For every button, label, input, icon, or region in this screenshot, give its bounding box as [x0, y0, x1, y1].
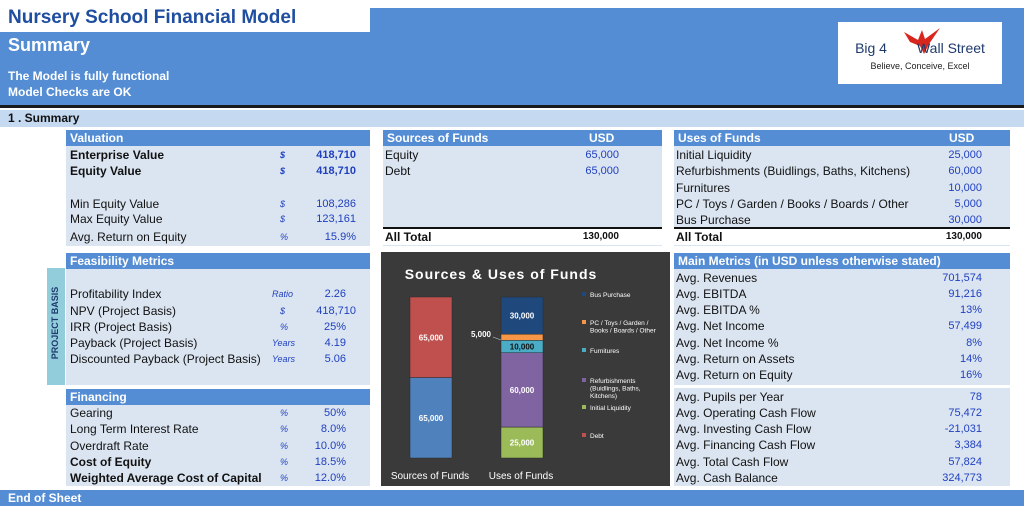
eagle-icon — [904, 28, 940, 54]
table-row: Profitability Index Ratio 2.26 — [70, 287, 346, 301]
bar-segment — [500, 352, 544, 428]
table-row: Avg. Cash Balance 324,773 — [676, 471, 982, 485]
legend-swatch — [582, 348, 586, 352]
section-title: 1 . Summary — [8, 111, 80, 125]
uses-panel: Uses of Funds USD Initial Liquidity 25,000… — [674, 130, 1010, 246]
total-line — [383, 227, 662, 229]
table-row: Avg. Pupils per Year 78 — [676, 390, 982, 404]
table-row: Enterprise Value $418,710 — [70, 148, 356, 162]
table-row: Bus Purchase 30,000 — [676, 213, 982, 227]
table-row: Equity Value $418,710 — [70, 164, 356, 178]
separator — [674, 385, 1010, 388]
table-row: Max Equity Value $123,161 — [70, 212, 356, 226]
table-row: Furnitures 10,000 — [676, 181, 982, 195]
chart-title: Sources & Uses of Funds — [405, 266, 598, 282]
chart-svg: Sources & Uses of Funds 65,000 65,000 30,0… — [391, 266, 657, 482]
table-row: Discounted Payback (Project Basis) Years 5… — [70, 352, 346, 366]
table-row: Cost of Equity% 18.5% — [70, 455, 346, 469]
total-line — [674, 227, 1010, 229]
feasibility-header: Feasibility Metrics — [66, 253, 370, 269]
table-row: Payback (Project Basis) Years 4.19 — [70, 336, 346, 350]
uses-header: Uses of Funds USD — [674, 130, 1010, 146]
table-row: PC / Toys / Garden / Books / Boards / Ot… — [676, 197, 982, 211]
logo-text-2: Wall Street — [916, 40, 985, 56]
sources-panel: Sources of Funds USD Equity 65,000 Debt 65,… — [383, 130, 662, 246]
legend-item: Refurbishments (Buidlings, Baths, Kitchens… — [590, 378, 641, 400]
financing-panel: Financing Gearing% 50% Long Term Interest… — [66, 389, 370, 486]
table-row: NPV (Project Basis) $418,710 — [70, 304, 356, 318]
data-label: 65,000 — [419, 333, 444, 342]
title-area — [0, 0, 370, 32]
legend-swatch — [582, 433, 586, 437]
category-label: Uses of Funds — [489, 471, 553, 482]
table-row: Avg. Financing Cash Flow 3,384 — [676, 438, 982, 452]
valuation-header: Valuation — [66, 130, 370, 146]
table-row: Debt 65,000 — [385, 164, 619, 178]
table-row: Avg. Total Cash Flow 57,824 — [676, 455, 982, 469]
footer-bar: End of Sheet — [0, 490, 1024, 506]
valuation-panel: Valuation Enterprise Value $418,710 Equit… — [66, 130, 370, 246]
company-logo: Big 4 Wall Street Believe, Conceive, Exce… — [838, 22, 1002, 84]
table-row: Overdraft Rate% 10.0% — [70, 439, 346, 453]
sources-header: Sources of Funds USD — [383, 130, 662, 146]
project-basis-label: PROJECT BASIS — [47, 268, 65, 385]
table-row: Avg. Return on Assets 14% — [676, 352, 982, 366]
table-row: Refurbishments (Buidlings, Baths, Kitche… — [676, 164, 982, 178]
data-label: 65,000 — [419, 414, 444, 423]
legend-swatch — [582, 405, 586, 409]
logo-text-1: Big 4 — [855, 40, 887, 56]
legend-item: PC / Toys / Garden / Books / Boards / Oth… — [590, 320, 657, 335]
table-row: Avg. Operating Cash Flow 75,472 — [676, 406, 982, 420]
total-row: All Total 130,000 — [383, 229, 662, 245]
model-status: The Model is fully functional — [8, 69, 170, 83]
data-label: 5,000 — [471, 330, 492, 339]
main-metrics-panel: Main Metrics (in USD unless otherwise st… — [674, 253, 1010, 486]
table-row: Initial Liquidity 25,000 — [676, 148, 982, 162]
section-bar: 1 . Summary — [0, 110, 1024, 127]
logo-tagline: Believe, Conceive, Excel — [870, 61, 970, 71]
leader-line — [492, 336, 502, 341]
page-subtitle: Summary — [8, 35, 91, 55]
legend-item: Bus Purchase — [590, 292, 631, 299]
bar-segment — [409, 377, 453, 459]
data-label: 60,000 — [510, 386, 535, 395]
table-row: IRR (Project Basis)% 25% — [70, 320, 346, 334]
legend-item: Initial Liquidity — [590, 405, 632, 412]
table-row: Long Term Interest Rate% 8.0% — [70, 422, 346, 436]
financing-header: Financing — [66, 389, 370, 405]
page-title: Nursery School Financial Model — [8, 7, 297, 28]
main-metrics-header: Main Metrics (in USD unless otherwise st… — [674, 253, 1010, 269]
sources-uses-chart: Sources & Uses of Funds 65,000 65,000 30,0… — [381, 252, 670, 486]
bar-segment — [409, 296, 453, 378]
table-row: Avg. Net Income 57,499 — [676, 319, 982, 333]
footer-text: End of Sheet — [8, 491, 82, 505]
table-row: Equity 65,000 — [385, 148, 619, 162]
legend-swatch — [582, 320, 586, 324]
data-label: 25,000 — [510, 439, 535, 448]
table-row: Weighted Average Cost of Capital% 12.0% — [70, 471, 346, 485]
category-label: Sources of Funds — [391, 471, 469, 482]
table-row: Avg. Net Income % 8% — [676, 336, 982, 350]
bar-segment — [500, 333, 544, 341]
table-row: Avg. Return on Equity% 15.9% — [70, 230, 356, 244]
table-row: Avg. Investing Cash Flow -21,031 — [676, 422, 982, 436]
table-row: Min Equity Value $108,286 — [70, 197, 356, 211]
table-row: Avg. Return on Equity 16% — [676, 368, 982, 382]
legend-item: Furnitures — [590, 348, 620, 355]
legend-item: Debt — [590, 433, 604, 440]
legend-swatch — [582, 378, 586, 382]
table-row: Avg. EBITDA % 13% — [676, 303, 982, 317]
table-row: Avg. EBITDA 91,216 — [676, 287, 982, 301]
table-row: Avg. Revenues 701,574 — [676, 271, 982, 285]
table-row: Gearing% 50% — [70, 406, 346, 420]
data-label: 30,000 — [510, 312, 535, 321]
feasibility-panel: Feasibility Metrics Profitability Index R… — [66, 253, 370, 385]
total-row: All Total 130,000 — [674, 229, 1010, 245]
model-checks-status: Model Checks are OK — [8, 85, 132, 99]
bar-segment — [500, 296, 544, 335]
legend-swatch — [582, 292, 586, 296]
data-label: 10,000 — [510, 343, 535, 352]
divider — [0, 105, 1024, 108]
